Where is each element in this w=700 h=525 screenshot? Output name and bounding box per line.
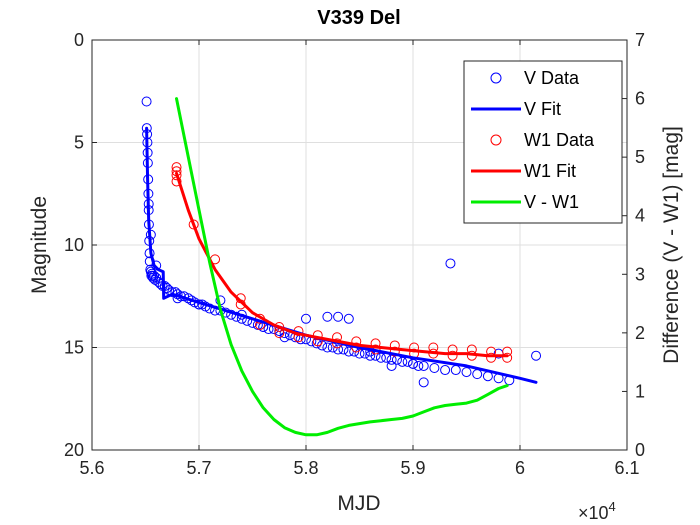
v-data-point: [408, 358, 418, 369]
data-layer: [141, 96, 542, 437]
v-data-point: [365, 350, 376, 361]
x-tick-label: 6.1: [614, 458, 639, 478]
v-data-point: [301, 313, 311, 324]
v-data-point: [461, 367, 472, 378]
x-exponent-power: 4: [609, 499, 616, 514]
legend-marker-w1-data: [490, 134, 502, 146]
y2-tick-label: 2: [635, 323, 645, 343]
v-data-point: [167, 287, 178, 298]
v-data-point: [343, 313, 354, 324]
x-tick-label: 6: [515, 458, 525, 478]
y-tick-label: 10: [64, 235, 84, 255]
v-data-point: [429, 363, 440, 373]
legend-label-w1-data: W1 Data: [524, 130, 595, 150]
v-data-point: [375, 352, 386, 363]
chart-title: V339 Del: [317, 7, 400, 29]
legend-label-v-w1: V - W1: [524, 192, 579, 212]
w1-data-point: [447, 350, 458, 361]
w1-data-point: [502, 352, 513, 363]
x-tick-label: 5.8: [293, 458, 318, 478]
y2-tick-label: 1: [635, 381, 645, 401]
y-tick-label: 15: [64, 338, 84, 358]
v-data-point: [386, 360, 397, 371]
x-exponent-base: ×10: [578, 503, 609, 523]
x-tick-label: 5.6: [79, 458, 104, 478]
y2-axis-label: Difference (V - W1) [mag]: [660, 126, 683, 364]
legend-label-v-data: V Data: [524, 68, 580, 88]
x-exponent: ×104: [578, 499, 616, 523]
v-data-point: [333, 344, 344, 355]
w1-data-point: [188, 219, 199, 230]
y2-tick-label: 3: [635, 264, 645, 284]
legend-label-v-fit: V Fit: [524, 99, 561, 119]
y2-tick-label: 6: [635, 89, 645, 109]
v-data-point: [354, 348, 365, 359]
v-data-point: [445, 258, 456, 269]
legend-label-w1-fit: W1 Fit: [524, 161, 576, 181]
v-data-point: [397, 356, 408, 367]
v-data-point: [418, 360, 429, 371]
v-data-point: [531, 350, 542, 361]
legend-marker-v-data: [490, 72, 502, 84]
v-data-point: [322, 311, 333, 322]
v-data-point: [440, 365, 451, 376]
w1-data-point: [171, 162, 182, 173]
v-data-point: [141, 96, 152, 107]
y2-tick-label: 4: [635, 206, 645, 226]
w1-data-point: [486, 352, 497, 363]
w1-data-point: [171, 170, 182, 181]
v-data-point: [418, 377, 429, 388]
v-data-point: [322, 342, 333, 353]
v-w1-line: [175, 97, 509, 437]
v-data-point: [343, 346, 354, 357]
y2-tick-label: 5: [635, 147, 645, 167]
x-axis-label: MJD: [337, 492, 380, 515]
v-fit-line: [145, 126, 538, 384]
legend: V Data V Fit W1 Data W1 Fit V - W1: [463, 60, 623, 224]
v-data-point: [413, 360, 424, 371]
y2-tick-label: 0: [635, 440, 645, 460]
x-tick-label: 5.9: [400, 458, 425, 478]
v-data-point: [151, 260, 162, 271]
w1-fit-line: [175, 171, 509, 358]
legend-box: [463, 60, 623, 224]
y-tick-label: 0: [74, 30, 84, 50]
y-axis-label: Magnitude: [28, 196, 51, 294]
w1-data-point: [389, 346, 400, 357]
x-tick-label: 5.7: [186, 458, 211, 478]
v-data-point: [333, 311, 344, 322]
y-tick-label: 20: [64, 440, 84, 460]
y2-tick-label: 7: [635, 30, 645, 50]
y-tick-label: 5: [74, 133, 84, 153]
